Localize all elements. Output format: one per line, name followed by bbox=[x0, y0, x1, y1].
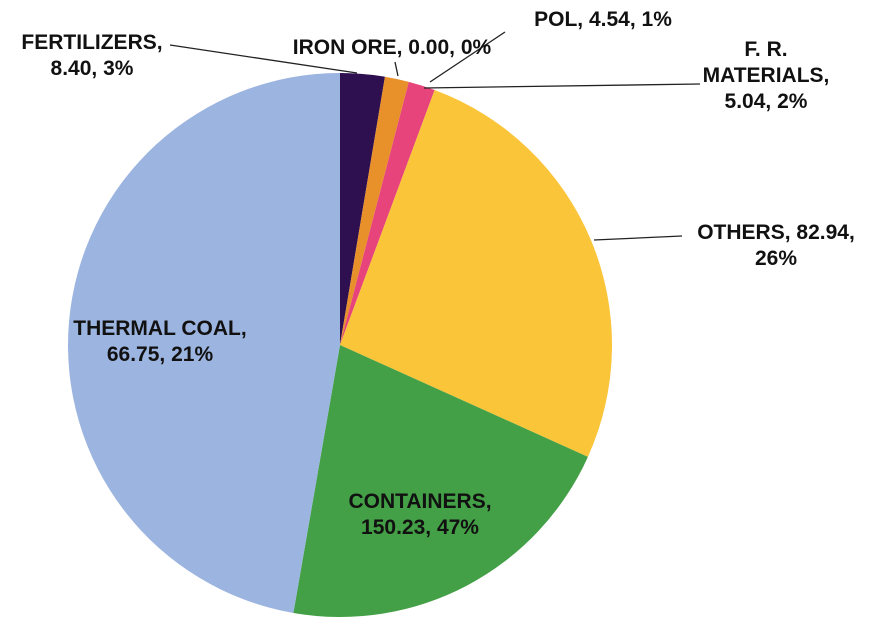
label-part: , bbox=[784, 221, 797, 244]
data-label: POL, 4.54, 1% bbox=[503, 7, 703, 33]
label-part: 26% bbox=[754, 247, 798, 270]
label-part: 21% bbox=[171, 343, 214, 366]
label-part: , bbox=[629, 8, 642, 31]
data-label: FERTILIZERS, 8.40, 3% bbox=[2, 30, 182, 82]
data-label: IRON ORE, 0.00, 0% bbox=[277, 35, 507, 61]
label-part: , bbox=[156, 31, 163, 54]
label-part: THERMAL COAL bbox=[73, 317, 241, 340]
label-part: 4.54 bbox=[588, 8, 630, 31]
label-part: 5.04 bbox=[724, 90, 766, 113]
data-label: F. R. MATERIALS, 5.04, 2% bbox=[691, 37, 841, 115]
label-part: , bbox=[159, 343, 172, 366]
label-part: , bbox=[396, 36, 409, 59]
leader-line bbox=[423, 83, 701, 89]
label-part: 82.94 bbox=[796, 221, 849, 244]
label-part: 8.40 bbox=[50, 57, 92, 80]
label-part: , bbox=[449, 36, 461, 59]
data-label: THERMAL COAL, 66.75, 21% bbox=[65, 316, 255, 368]
data-label: OTHERS, 82.94, 26% bbox=[676, 220, 871, 272]
pie-slice bbox=[67, 73, 340, 613]
label-part: , bbox=[485, 490, 492, 513]
label-part: 3% bbox=[103, 57, 134, 80]
label-part: , bbox=[577, 8, 589, 31]
label-part: F. R. MATERIALS bbox=[702, 38, 824, 87]
label-part: 1% bbox=[641, 8, 672, 31]
label-part: , bbox=[240, 317, 247, 340]
label-part: , bbox=[848, 221, 855, 244]
label-part: 66.75 bbox=[106, 343, 160, 366]
pie-slice bbox=[293, 345, 588, 618]
label-part: 0% bbox=[460, 36, 492, 59]
leader-line bbox=[169, 44, 358, 74]
label-part: , bbox=[765, 90, 778, 113]
leader-line bbox=[593, 235, 683, 241]
pie-slice bbox=[340, 73, 385, 345]
label-part: 2% bbox=[777, 90, 808, 113]
label-part: CONTAINERS bbox=[348, 490, 486, 513]
label-part: , bbox=[91, 57, 104, 80]
data-label: CONTAINERS, 150.23, 47% bbox=[345, 489, 495, 541]
label-part: POL bbox=[534, 8, 578, 31]
label-part: IRON ORE bbox=[292, 36, 397, 59]
label-part: 47% bbox=[436, 516, 479, 539]
label-part: 150.23 bbox=[361, 516, 426, 539]
label-part: , bbox=[823, 64, 830, 87]
label-part: OTHERS bbox=[697, 221, 785, 244]
label-part: FERTILIZERS bbox=[21, 31, 157, 54]
pie-slice bbox=[340, 89, 612, 457]
label-part: 0.00 bbox=[408, 36, 450, 59]
leader-line bbox=[429, 31, 506, 83]
leader-line bbox=[394, 61, 399, 77]
pie-slice bbox=[340, 76, 409, 346]
label-part: , bbox=[425, 516, 437, 539]
pie-slice bbox=[340, 81, 435, 345]
